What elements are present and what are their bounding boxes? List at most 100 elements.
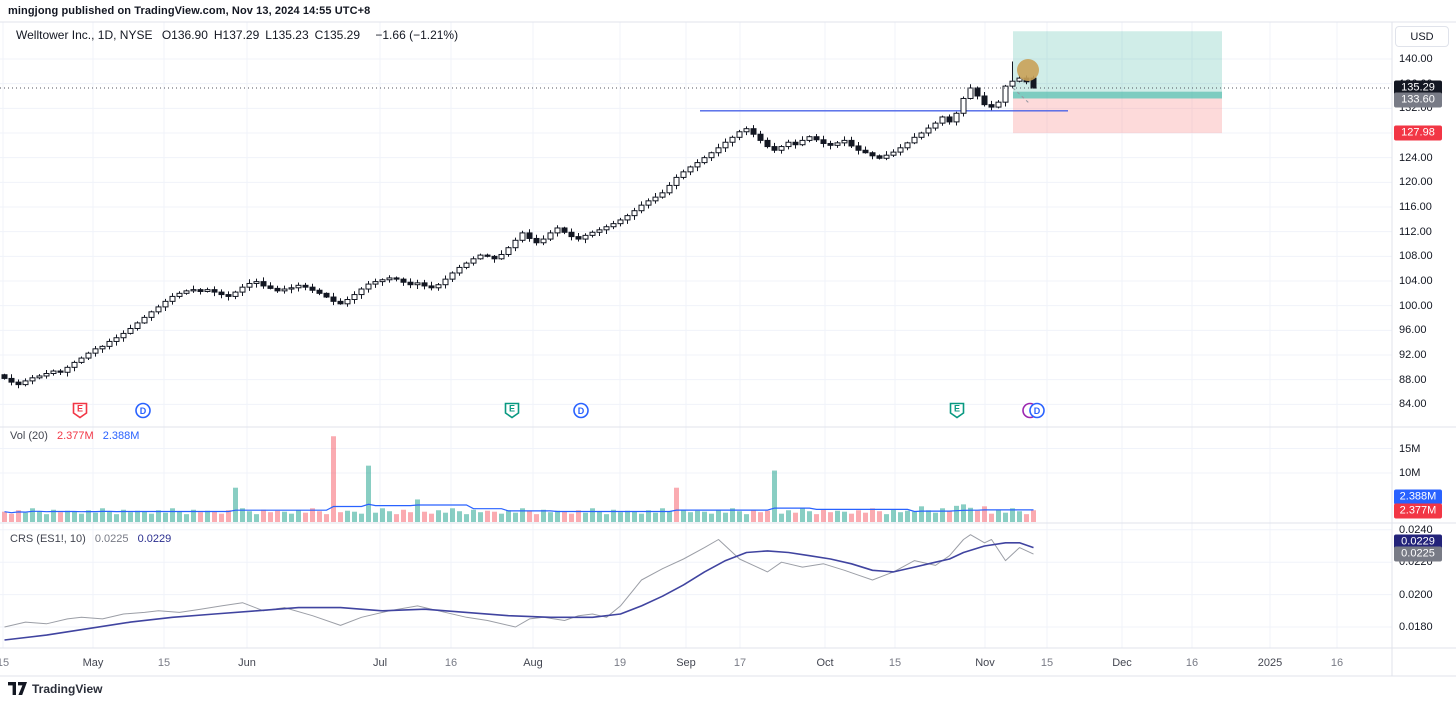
- candle-body[interactable]: [281, 288, 288, 292]
- candle-body[interactable]: [890, 151, 897, 156]
- earnings-marker[interactable]: E: [72, 402, 88, 424]
- candle-body[interactable]: [92, 348, 99, 354]
- candle-body[interactable]: [561, 227, 568, 233]
- time-axis[interactable]: 15 May 15 Jun Jul 16 Aug 19 Sep 17 Oct 15 Nov 15 Dec 16…: [0, 648, 1392, 676]
- volume-bar[interactable]: [940, 508, 945, 522]
- candle-body[interactable]: [813, 136, 820, 141]
- price-axis[interactable]: USD 140.00136.00132.00128.00124.00120.00…: [1392, 22, 1456, 676]
- candle-body[interactable]: [694, 162, 701, 168]
- candle-body[interactable]: [330, 296, 337, 302]
- candle-body[interactable]: [799, 139, 806, 146]
- volume-bar[interactable]: [457, 511, 462, 522]
- volume-bar[interactable]: [891, 509, 896, 522]
- volume-bar[interactable]: [44, 514, 49, 522]
- candle-body[interactable]: [834, 142, 841, 146]
- candle-body[interactable]: [645, 200, 652, 206]
- volume-bar[interactable]: [611, 509, 616, 522]
- candle-body[interactable]: [757, 133, 764, 141]
- volume-bar[interactable]: [779, 513, 784, 522]
- candle-body[interactable]: [162, 300, 169, 308]
- candle-body[interactable]: [589, 231, 596, 236]
- volume-bar[interactable]: [450, 508, 455, 522]
- candle-body[interactable]: [218, 291, 225, 296]
- volume-bar[interactable]: [1031, 510, 1036, 522]
- candle-body[interactable]: [848, 139, 855, 147]
- candle-body[interactable]: [491, 255, 498, 260]
- volume-bar[interactable]: [919, 506, 924, 522]
- candle-body[interactable]: [764, 139, 771, 148]
- volume-bar[interactable]: [275, 510, 280, 522]
- volume-bar[interactable]: [884, 514, 889, 522]
- candle-body[interactable]: [1, 374, 8, 379]
- supply-zone[interactable]: [1013, 31, 1222, 99]
- candle-body[interactable]: [869, 152, 876, 157]
- volume-bar[interactable]: [520, 508, 525, 522]
- candle-body[interactable]: [309, 286, 316, 291]
- volume-bar[interactable]: [842, 511, 847, 522]
- candle-body[interactable]: [351, 294, 358, 301]
- candle-body[interactable]: [428, 285, 435, 289]
- candle-body[interactable]: [435, 284, 442, 289]
- candle-body[interactable]: [57, 370, 64, 373]
- volume-bar[interactable]: [534, 514, 539, 522]
- candle-body[interactable]: [302, 284, 309, 288]
- highlight-circle[interactable]: [1017, 59, 1039, 81]
- candle-body[interactable]: [29, 377, 36, 382]
- candle-body[interactable]: [449, 272, 456, 280]
- candle-body[interactable]: [736, 131, 743, 138]
- candle-body[interactable]: [421, 282, 428, 287]
- volume-bar[interactable]: [401, 509, 406, 522]
- candle-body[interactable]: [414, 282, 421, 286]
- volume-bar[interactable]: [142, 511, 147, 522]
- volume-bar[interactable]: [492, 511, 497, 522]
- volume-bar[interactable]: [898, 512, 903, 522]
- volume-bar[interactable]: [121, 509, 126, 522]
- volume-bar[interactable]: [674, 487, 679, 522]
- candle-body[interactable]: [113, 337, 120, 342]
- volume-bar[interactable]: [212, 511, 217, 522]
- volume-bar[interactable]: [177, 511, 182, 522]
- volume-bar[interactable]: [877, 511, 882, 522]
- candle-body[interactable]: [687, 166, 694, 173]
- volume-bar[interactable]: [499, 513, 504, 522]
- candle-body[interactable]: [274, 287, 281, 292]
- candle-body[interactable]: [225, 294, 232, 297]
- candle-body[interactable]: [267, 285, 274, 289]
- candle-body[interactable]: [610, 223, 617, 228]
- volume-bar[interactable]: [541, 509, 546, 522]
- volume-bar[interactable]: [394, 514, 399, 522]
- volume-bar[interactable]: [359, 513, 364, 522]
- volume-bar[interactable]: [688, 512, 693, 522]
- candle-body[interactable]: [526, 232, 533, 239]
- volume-bar[interactable]: [513, 512, 518, 522]
- volume-bar[interactable]: [233, 487, 238, 522]
- candle-body[interactable]: [904, 142, 911, 149]
- candle-body[interactable]: [372, 281, 379, 285]
- candle-body[interactable]: [470, 258, 477, 264]
- volume-bar[interactable]: [1010, 508, 1015, 522]
- volume-bar[interactable]: [968, 507, 973, 522]
- candle-body[interactable]: [708, 152, 715, 159]
- candle-body[interactable]: [85, 352, 92, 359]
- volume-bar[interactable]: [912, 511, 917, 522]
- volume-bar[interactable]: [443, 512, 448, 522]
- candle-body[interactable]: [386, 277, 393, 281]
- candle-body[interactable]: [393, 277, 400, 280]
- volume-bar[interactable]: [268, 512, 273, 522]
- candle-body[interactable]: [323, 292, 330, 298]
- volume-bar[interactable]: [527, 511, 532, 522]
- candle-body[interactable]: [988, 104, 995, 108]
- candle-body[interactable]: [169, 295, 176, 302]
- volume-bar[interactable]: [800, 508, 805, 522]
- volume-bar[interactable]: [345, 510, 350, 522]
- volume-bar[interactable]: [156, 510, 161, 522]
- candle-body[interactable]: [568, 231, 575, 238]
- symbol-legend[interactable]: Welltower Inc., 1D, NYSE O136.90 H137.29 L…: [16, 28, 464, 42]
- candle-body[interactable]: [358, 288, 365, 296]
- candle-body[interactable]: [519, 232, 526, 241]
- volume-bar[interactable]: [37, 511, 42, 522]
- volume-bar[interactable]: [604, 514, 609, 522]
- volume-bar[interactable]: [583, 512, 588, 522]
- candle-body[interactable]: [540, 238, 547, 244]
- volume-bar[interactable]: [821, 509, 826, 522]
